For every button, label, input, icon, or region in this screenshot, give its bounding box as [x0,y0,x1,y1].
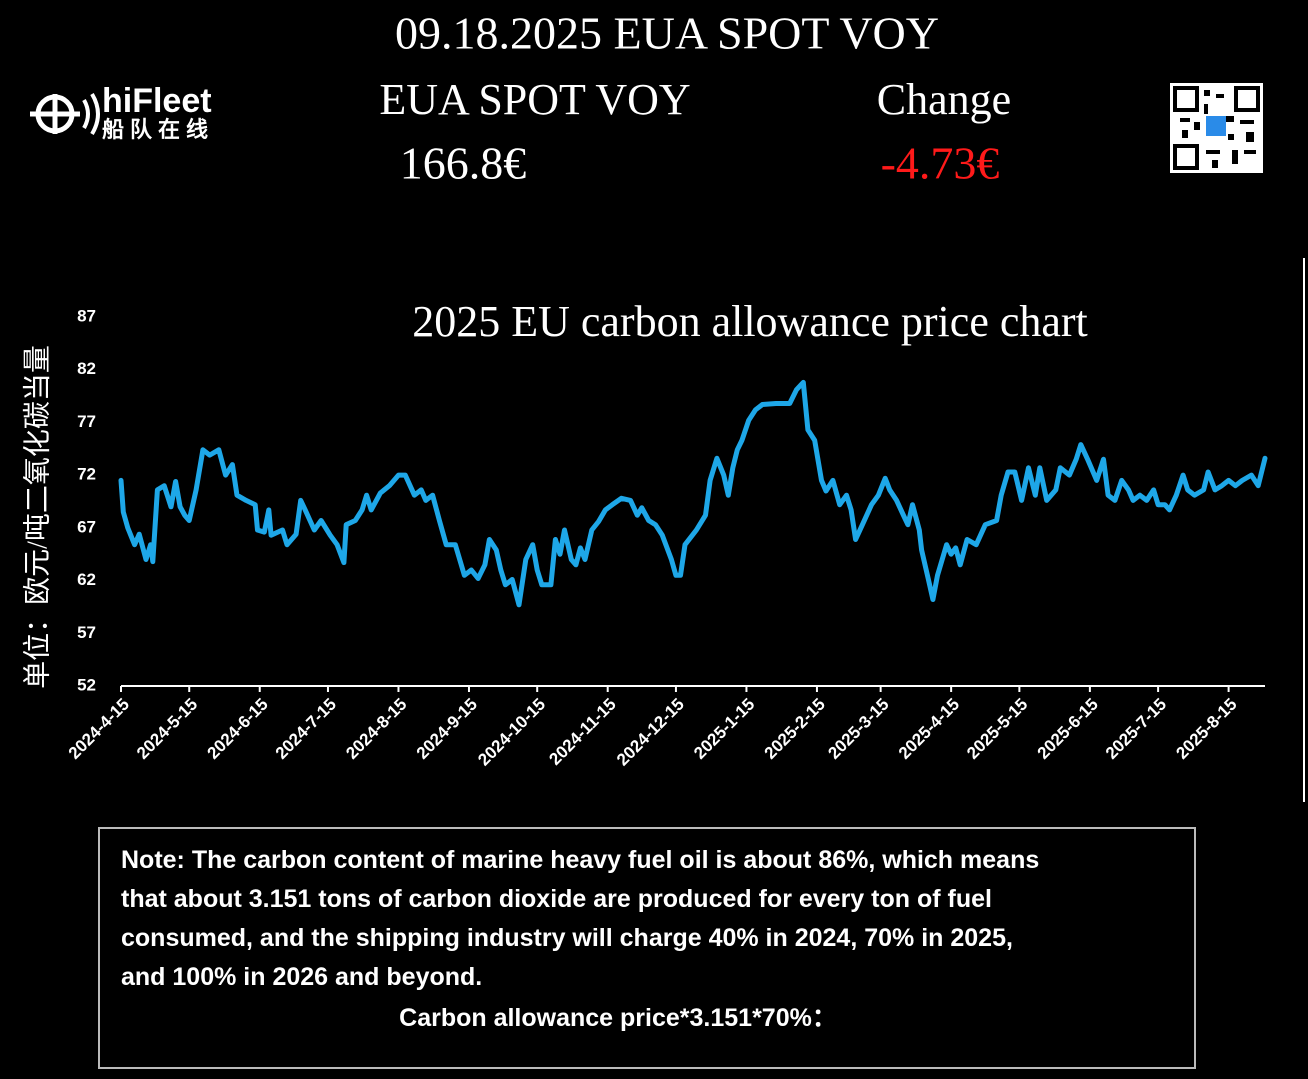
logo: hiFleet 船队在线 [30,82,214,142]
qr-icon [1206,116,1226,136]
note-line: consumed, and the shipping industry will… [121,924,1013,952]
qr-code [1170,83,1263,173]
change-value: -4.73€ [881,138,1000,189]
note-line: and 100% in 2026 and beyond. [121,963,482,991]
y-tick-label: 57 [77,623,96,642]
qr-finder [1173,144,1199,170]
chart-title: 2025 EU carbon allowance price chart [412,297,1088,346]
y-tick-label: 67 [77,517,96,536]
y-tick-label: 77 [77,412,96,431]
note-line: Note: The carbon content of marine heavy… [121,846,1039,874]
change-label: Change [877,75,1011,124]
y-tick-label: 52 [77,675,96,694]
y-tick-label: 87 [77,306,96,325]
y-tick-label: 82 [77,359,96,378]
logo-subtitle: 船队在线 [102,117,214,142]
y-axis-label: 单位：欧元/吨二氧化碳当量 [21,345,53,689]
note-formula: Carbon allowance price*3.151*70%： [399,1004,837,1032]
price-line [118,379,1268,608]
header-title: 09.18.2025 EUA SPOT VOY [395,8,939,59]
logo-name: hiFleet [102,82,212,120]
logo-wave [82,92,100,136]
qr-modules [1180,90,1256,168]
price-value: 166.8€ [400,138,527,189]
y-tick-label: 72 [77,465,96,484]
y-tick-label: 62 [77,570,96,589]
qr-finder [1173,86,1199,112]
qr-finder [1234,86,1260,112]
note-box [98,827,1196,1069]
price-label: EUA SPOT VOY [379,75,690,124]
note-line: that about 3.151 tons of carbon dioxide … [121,885,992,913]
